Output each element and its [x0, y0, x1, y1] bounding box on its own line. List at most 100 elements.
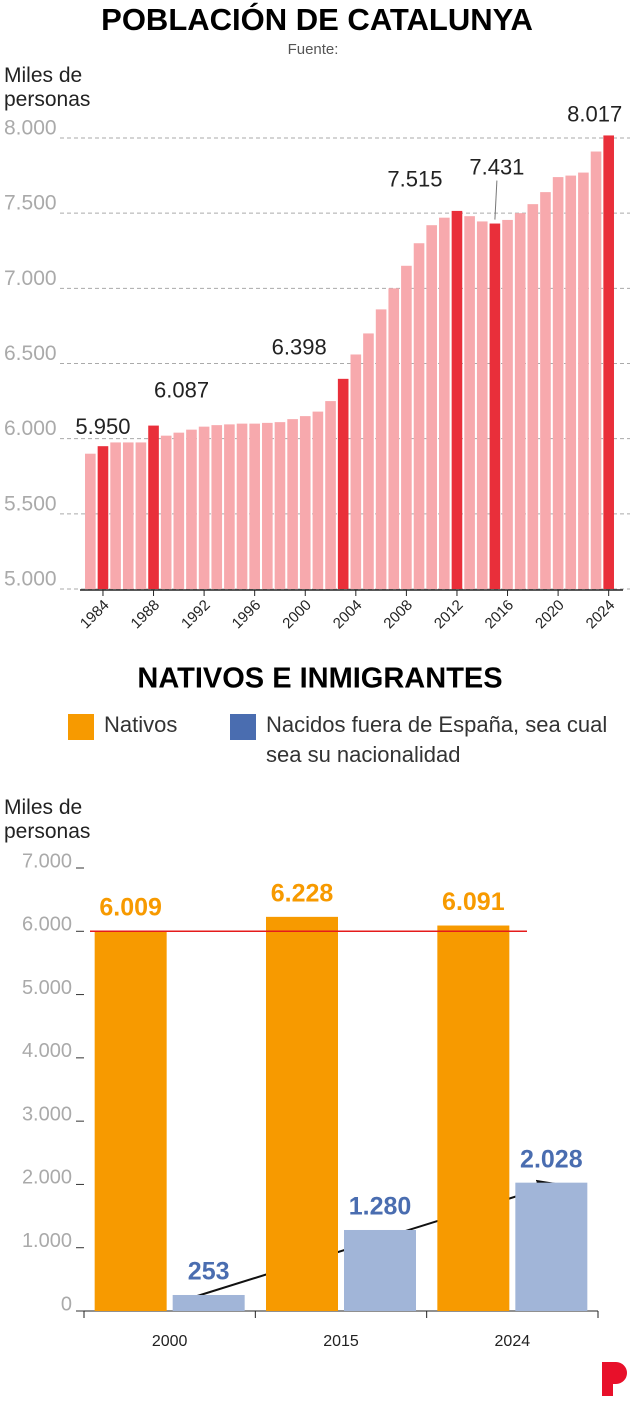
y-tick-label: 8.000 [4, 117, 57, 140]
bar [590, 151, 602, 589]
bar [426, 225, 437, 589]
x-tick-label: 2004 [330, 597, 366, 633]
bar [173, 432, 185, 589]
bar [451, 210, 463, 589]
y-tick-label: 5.000 [22, 977, 72, 999]
bar [211, 425, 223, 589]
bar [337, 378, 349, 589]
bar [363, 333, 374, 589]
bar [262, 422, 273, 589]
legend-label: Nacidos fuera de España, sea cual sea su… [266, 712, 608, 767]
value-label: 6.228 [271, 879, 334, 907]
value-label: 7.515 [387, 167, 442, 192]
value-label: 7.431 [469, 154, 524, 179]
bar [388, 288, 400, 589]
y-tick-label: 5.500 [4, 492, 57, 515]
bar [565, 175, 577, 590]
bar [514, 213, 526, 589]
x-tick-label: 1988 [128, 597, 164, 633]
bar [350, 354, 362, 589]
value-label: 253 [188, 1258, 230, 1286]
value-label: 6.009 [99, 893, 162, 921]
y-axis-title: Miles de personas [4, 796, 91, 843]
x-tick-label: 2000 [279, 597, 315, 633]
bar [287, 419, 298, 589]
bar [236, 423, 248, 589]
chart-subtitle: Fuente: [288, 41, 339, 58]
bar [249, 423, 260, 589]
y-tick-label: 7.500 [4, 192, 57, 215]
bar [224, 424, 235, 589]
y-tick-label: 3.000 [22, 1103, 72, 1125]
y-tick-label: 4.000 [22, 1040, 72, 1062]
value-label: 2.028 [520, 1145, 583, 1173]
bar [375, 309, 387, 589]
bar [312, 411, 324, 589]
leader-line [494, 180, 498, 220]
bar [502, 219, 513, 589]
x-tick-label: 2016 [482, 597, 518, 633]
bar [401, 265, 412, 589]
logo [602, 1362, 627, 1396]
bar [122, 442, 134, 589]
bar [603, 135, 614, 589]
y-tick-label: 7.000 [22, 850, 72, 872]
bar [344, 1229, 416, 1311]
x-tick-label: 2000 [152, 1333, 188, 1350]
bar [325, 401, 336, 589]
bar [135, 442, 147, 589]
bar [437, 925, 510, 1311]
y-tick-label: 5.000 [4, 568, 57, 591]
bar [148, 425, 159, 589]
bar [489, 223, 501, 589]
y-tick-label: 1.000 [22, 1230, 72, 1252]
bar [266, 916, 338, 1311]
x-tick-label: 2024 [495, 1333, 531, 1350]
bar [172, 1294, 245, 1311]
x-tick-label: 1996 [229, 597, 265, 633]
bar [527, 204, 539, 589]
x-tick-label: 1992 [178, 597, 214, 633]
y-tick-label: 7.000 [4, 267, 57, 290]
bar [578, 172, 589, 589]
value-label: 1.280 [349, 1193, 412, 1221]
y-tick-label: 2.000 [22, 1167, 72, 1189]
x-tick-label: 2020 [532, 597, 568, 633]
legend-swatch [68, 714, 94, 740]
chart-title: NATIVOS E INMIGRANTES [137, 663, 502, 695]
value-label: 6.398 [272, 335, 327, 360]
bar [552, 177, 564, 589]
bar [274, 422, 286, 589]
bar [94, 930, 167, 1311]
bar [85, 453, 96, 589]
y-axis-title: Miles de personas [4, 64, 91, 111]
bar [186, 429, 197, 589]
y-tick-label: 6.000 [22, 914, 72, 936]
x-tick-label: 2024 [583, 597, 619, 633]
x-tick-label: 2015 [323, 1333, 359, 1350]
y-tick-label: 6.000 [4, 417, 57, 440]
x-tick-label: 1984 [77, 597, 113, 633]
bar [413, 243, 425, 589]
value-label: 6.087 [154, 377, 209, 402]
bar [515, 1182, 588, 1311]
bar [160, 435, 172, 589]
value-label: 6.091 [442, 888, 505, 916]
y-tick-label: 0 [61, 1293, 72, 1315]
bar [110, 442, 121, 589]
legend-label: Nativos [104, 712, 178, 737]
bar [97, 446, 109, 589]
bar [540, 192, 551, 589]
chart-title: POBLACIÓN DE CATALUNYA [101, 1, 533, 37]
value-label: 5.950 [75, 414, 130, 439]
y-tick-label: 6.500 [4, 342, 57, 365]
x-tick-label: 2008 [380, 597, 416, 633]
x-tick-label: 2012 [431, 597, 467, 633]
bar [198, 426, 210, 589]
value-label: 8.017 [567, 101, 622, 126]
bar [476, 221, 488, 589]
bar [439, 217, 450, 589]
bar [464, 216, 475, 589]
